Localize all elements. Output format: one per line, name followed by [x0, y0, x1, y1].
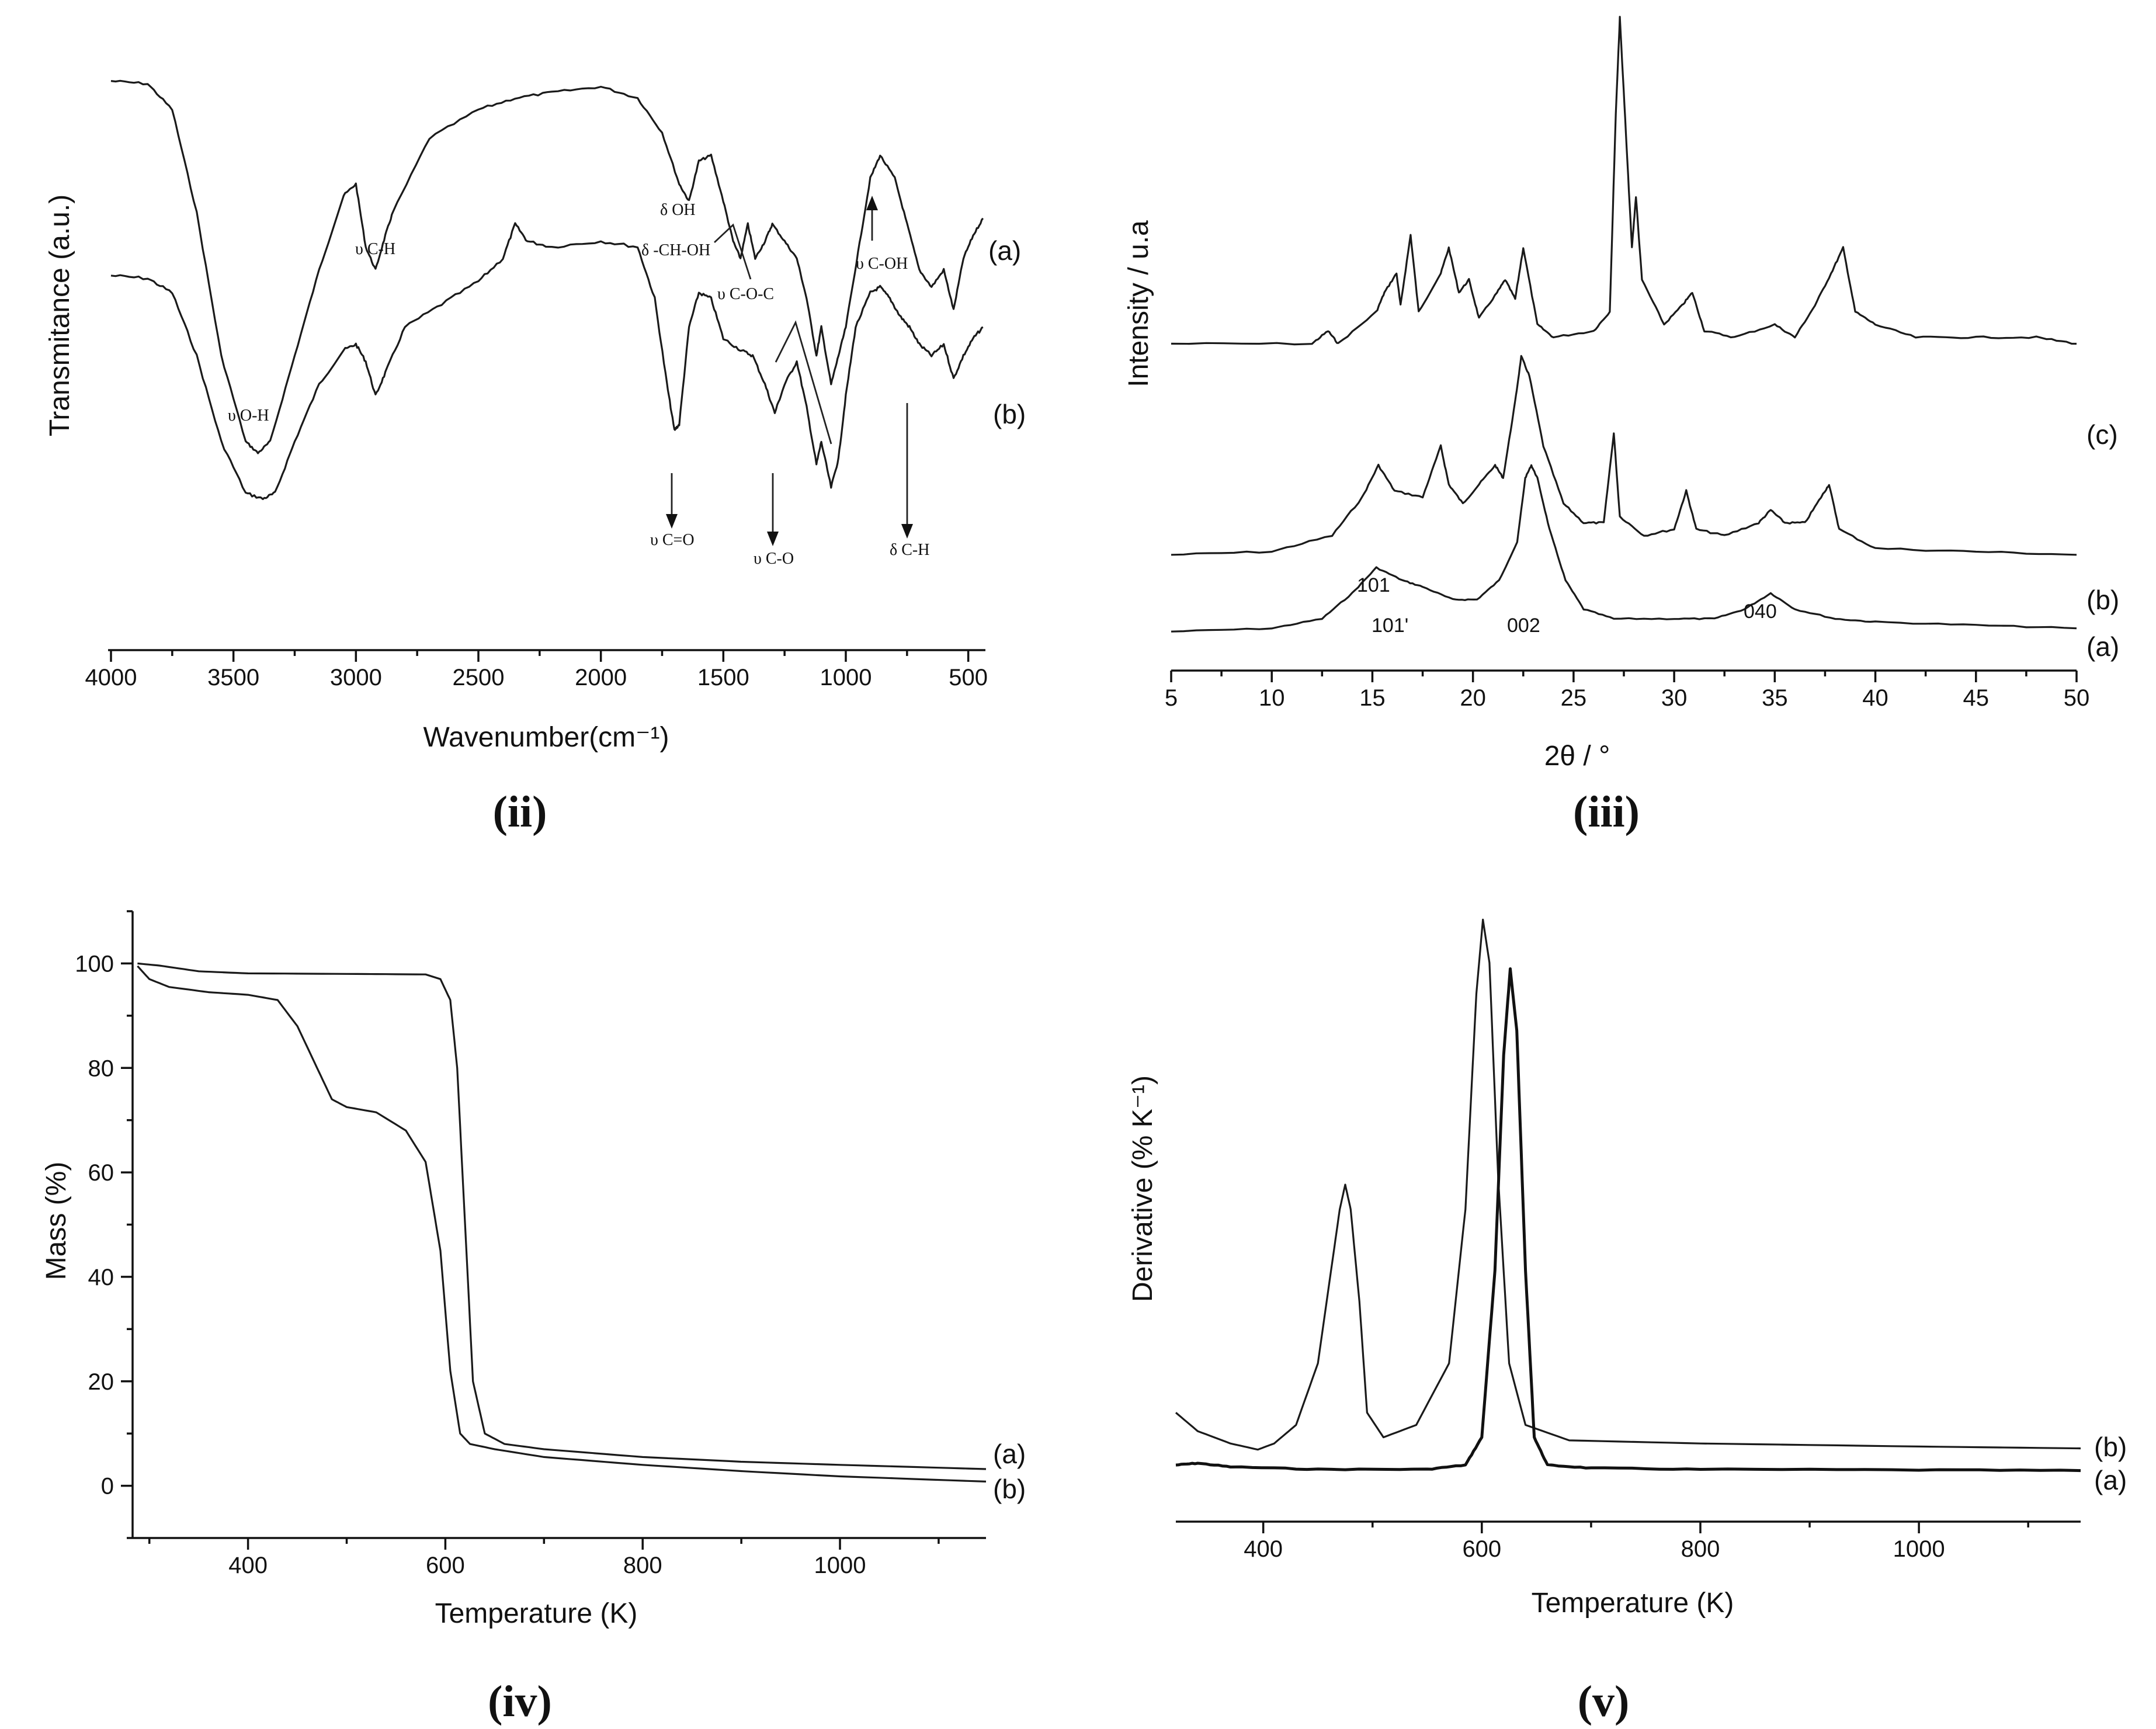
xrd-x-tick-label: 15	[1359, 685, 1386, 711]
tga-y-tick-label: 0	[101, 1474, 114, 1499]
xrd-x-tick-label: 5	[1165, 685, 1178, 711]
tga-x-tick-label: 400	[228, 1553, 268, 1578]
panel-iii-xrd: 5 10 15 20 25 30 35 40 45 50 2θ / ° Intensity / u…	[1123, 16, 2119, 836]
arrow-coh	[866, 196, 878, 210]
tga-x-axis-label: Temperature (K)	[435, 1598, 638, 1629]
ftir-x-tick-label: 1500	[697, 665, 749, 690]
tga-series-b-line	[137, 965, 987, 1483]
ftir-x-tick-label: 2000	[575, 665, 627, 690]
xrd-x-tick-label: 45	[1963, 685, 1990, 711]
arrow-co	[767, 532, 779, 546]
dtg-plot-area	[1175, 918, 2081, 1473]
tga-y-tick-label: 100	[75, 951, 114, 977]
dtg-series-a-label: (a)	[2094, 1465, 2127, 1495]
arrow-co-double	[666, 514, 678, 529]
panel-ii-ftir: 4000 3500 3000 2500 2000 1500 1000 500 Wavenumb…	[44, 79, 1026, 836]
dtg-series-a-line	[1175, 967, 2081, 1473]
leader-choh	[714, 223, 752, 280]
xrd-series-b-line	[1171, 355, 2077, 556]
ftir-series-a-line	[110, 79, 984, 454]
xrd-x-tick-label: 30	[1661, 685, 1688, 711]
ftir-x-tick-label: 4000	[85, 665, 137, 690]
ftir-series-a-label: (a)	[988, 235, 1021, 266]
dtg-x-tick-label: 1000	[1893, 1536, 1945, 1562]
xrd-x-axis-label: 2θ / °	[1544, 741, 1610, 772]
ftir-plot-area	[110, 79, 984, 501]
panel-label-iv: (iv)	[488, 1677, 552, 1726]
panel-v-dtg: 400 600 800 1000 Temperature (K) Derivative…	[1127, 918, 2127, 1726]
annotation-coc-stretch: υ C-O-C	[717, 285, 774, 303]
xrd-series-c-line	[1171, 16, 2077, 346]
dtg-x-tick-label: 400	[1244, 1536, 1283, 1562]
ftir-x-axis-label: Wavenumber(cm⁻¹)	[423, 722, 669, 753]
annotation-ch-stretch: υ C-H	[355, 240, 395, 258]
ftir-series-b-line	[110, 222, 984, 501]
xrd-x-tick-label: 50	[2064, 685, 2090, 711]
annotation-co-stretch: υ C-O	[754, 550, 794, 568]
dtg-x-tick-label: 600	[1462, 1536, 1501, 1562]
arrow-ch-bend	[901, 524, 913, 539]
annotation-co-double-stretch: υ C=O	[650, 531, 695, 549]
xrd-series-b-label: (b)	[2086, 585, 2119, 615]
dtg-x-axis-label: Temperature (K)	[1532, 1588, 1734, 1619]
tga-y-tick-label: 80	[88, 1056, 114, 1081]
tga-y-axis-label: Mass (%)	[41, 1162, 72, 1280]
dtg-series-b-label: (b)	[2094, 1432, 2127, 1462]
tga-x-tick-label: 600	[426, 1553, 465, 1578]
xrd-x-tick-label: 25	[1561, 685, 1587, 711]
ftir-x-tick-label: 500	[949, 665, 988, 690]
panel-label-iii: (iii)	[1573, 787, 1640, 836]
xrd-series-a-line	[1171, 464, 2077, 633]
xrd-y-axis-label: Intensity / u.a	[1123, 220, 1154, 387]
xrd-peak-101-prime: 101'	[1372, 614, 1408, 637]
xrd-x-tick-label: 40	[1862, 685, 1888, 711]
xrd-x-tick-label: 10	[1259, 685, 1285, 711]
tga-series-a-line	[137, 962, 987, 1470]
ftir-x-tick-label: 1000	[820, 665, 872, 690]
xrd-peak-002: 002	[1507, 614, 1540, 637]
dtg-series-b-line	[1175, 918, 2081, 1451]
panel-label-v: (v)	[1578, 1677, 1630, 1726]
xrd-x-tick-label: 20	[1460, 685, 1486, 711]
leader-coc	[775, 320, 832, 445]
ftir-x-tick-label: 3000	[330, 665, 382, 690]
xrd-series-c-label: (c)	[2086, 419, 2118, 450]
annotation-choh-bend: δ -CH-OH	[641, 241, 710, 259]
ftir-series-b-label: (b)	[993, 399, 1026, 429]
panel-iv-tga: 400 600 800 1000 0 20 40 60 80 100 Temperature (K…	[41, 910, 1026, 1726]
xrd-peak-101: 101	[1357, 574, 1390, 596]
dtg-x-ticks: 400 600 800 1000	[1244, 1522, 2029, 1562]
tga-series-a-label: (a)	[993, 1439, 1026, 1469]
tga-y-tick-label: 20	[88, 1369, 114, 1395]
xrd-peak-040: 040	[1744, 600, 1777, 623]
xrd-x-tick-label: 35	[1762, 685, 1788, 711]
ftir-x-ticks: 4000 3500 3000 2500 2000 1500 1000 500	[85, 650, 988, 690]
ftir-x-tick-label: 2500	[452, 665, 504, 690]
ftir-x-tick-label: 3500	[207, 665, 259, 690]
tga-y-tick-label: 60	[88, 1160, 114, 1186]
annotation-oh-bend: δ OH	[660, 201, 696, 219]
annotation-ch-bend: δ C-H	[890, 541, 929, 559]
tga-series-b-label: (b)	[993, 1474, 1026, 1504]
dtg-x-tick-label: 800	[1681, 1536, 1720, 1562]
annotation-coh-stretch: υ C-OH	[856, 255, 908, 273]
tga-x-tick-label: 800	[623, 1553, 662, 1578]
tga-ticks: 400 600 800 1000 0 20 40 60 80 100	[75, 910, 940, 1578]
annotation-oh-stretch: υ O-H	[228, 407, 269, 425]
tga-plot-area	[137, 962, 987, 1483]
xrd-series-a-label: (a)	[2086, 631, 2119, 662]
xrd-plot-area	[1171, 16, 2077, 633]
tga-y-tick-label: 40	[88, 1265, 114, 1290]
tga-x-tick-label: 1000	[814, 1553, 866, 1578]
ftir-y-axis-label: Transmitance (a.u.)	[44, 195, 75, 436]
xrd-x-ticks: 5 10 15 20 25 30 35 40 45 50	[1165, 671, 2089, 711]
panel-label-ii: (ii)	[493, 787, 547, 836]
dtg-y-axis-label: Derivative (% K⁻¹)	[1127, 1075, 1158, 1302]
